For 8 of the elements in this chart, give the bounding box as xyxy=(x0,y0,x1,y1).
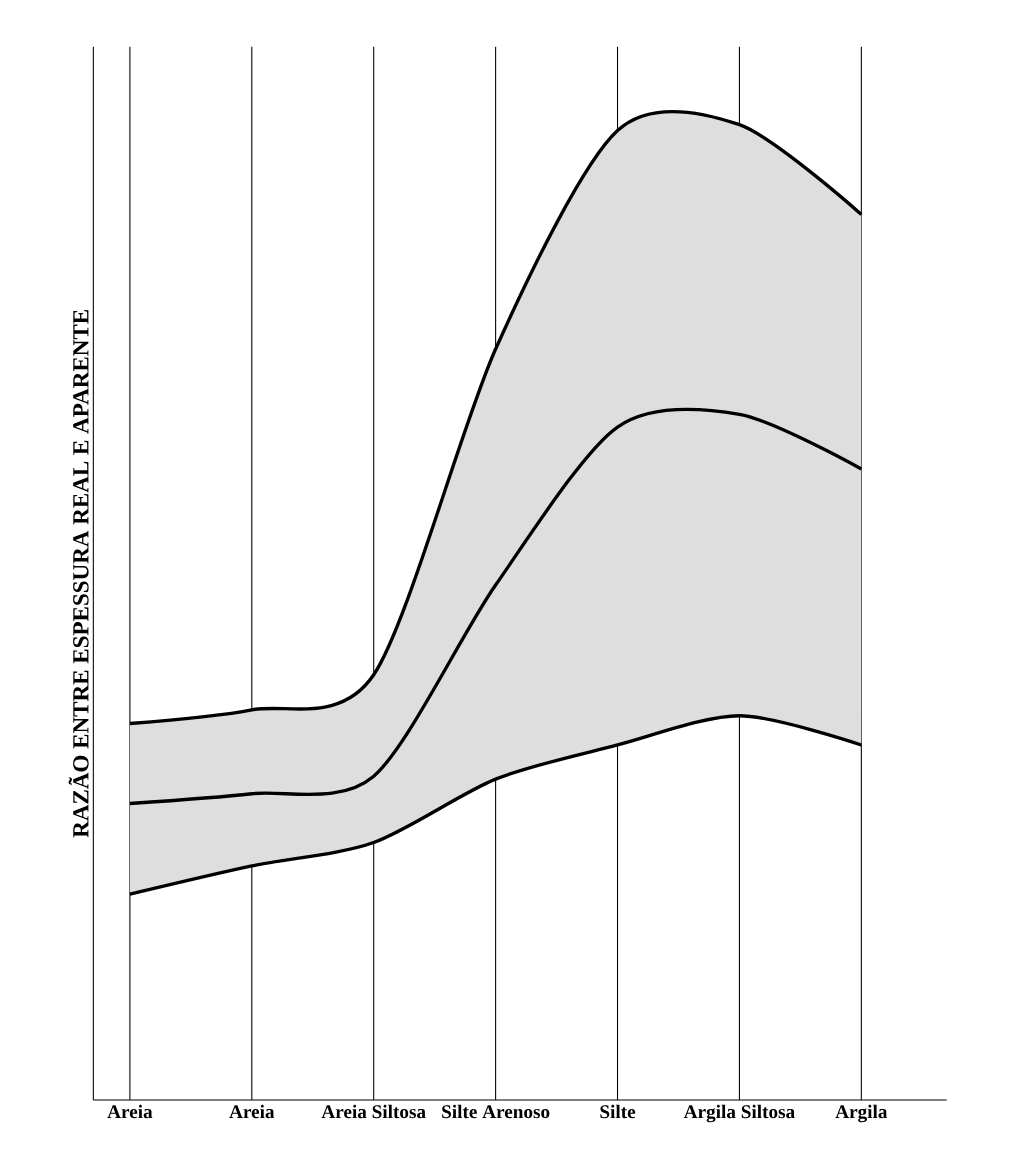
x-tick-label: Silte Arenoso xyxy=(442,1104,550,1119)
x-tick-label: Areia xyxy=(229,1104,275,1119)
y-axis-title: RAZÃO ENTRE ESPESSURA REAL E APARENTE xyxy=(68,310,89,838)
x-tick-label: Argila Siltosa xyxy=(683,1104,795,1123)
x-tick-label: Areia Siltosa xyxy=(321,1104,426,1119)
x-tick-label: Argila xyxy=(835,1104,888,1123)
x-tick-label: Areia xyxy=(107,1104,153,1119)
x-tick-label: Silte xyxy=(600,1104,636,1119)
